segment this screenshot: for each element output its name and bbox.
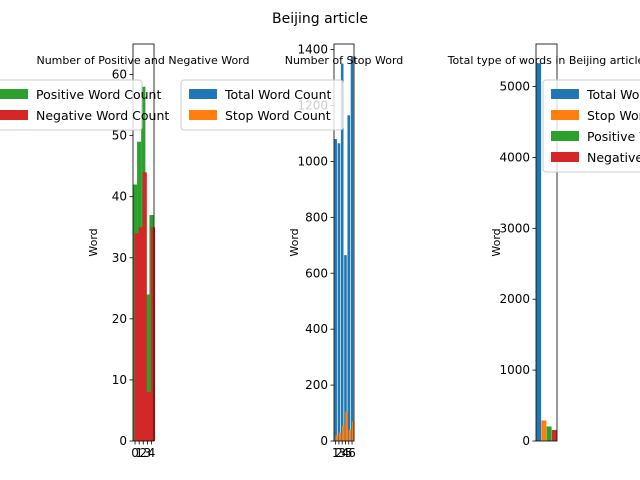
legend-swatch xyxy=(0,110,28,120)
bar xyxy=(138,227,143,441)
y-tick-label: 1000 xyxy=(297,154,328,168)
bar xyxy=(345,411,348,441)
axes-frame xyxy=(333,43,355,442)
y-tick-label: 1400 xyxy=(297,43,328,57)
x-tick-label: 5 xyxy=(345,446,353,460)
y-tick-label: 50 xyxy=(112,129,127,143)
y-tick-label: 0 xyxy=(522,434,530,448)
bar xyxy=(134,233,139,441)
legend-swatch xyxy=(551,152,579,162)
bar xyxy=(551,430,557,441)
y-axis-label: Word xyxy=(288,228,301,256)
x-tick-label: 4 xyxy=(148,446,156,460)
y-tick-label: 0 xyxy=(320,434,328,448)
bar xyxy=(536,63,542,441)
y-tick-label: 3000 xyxy=(499,221,530,235)
x-tick-label: 3 xyxy=(144,446,152,460)
y-tick-label: 200 xyxy=(305,378,328,392)
y-tick-label: 40 xyxy=(112,190,127,204)
bar xyxy=(337,143,341,441)
bar xyxy=(146,392,151,441)
y-axis-label: Word xyxy=(87,228,100,256)
legend-label: Stop Word Count xyxy=(225,108,331,123)
x-tick-label: 3 xyxy=(338,446,346,460)
chart-title: Number of Positive and Negative Word xyxy=(36,54,249,67)
bar xyxy=(347,115,351,441)
bar xyxy=(350,56,354,441)
bar xyxy=(342,425,345,441)
x-tick-label: 1 xyxy=(332,446,340,460)
bar xyxy=(150,227,156,441)
y-tick-label: 10 xyxy=(112,373,127,387)
y-tick-label: 4000 xyxy=(499,150,530,164)
y-tick-label: 60 xyxy=(112,68,127,82)
chart-title: Number of Stop Word xyxy=(285,54,404,67)
legend-swatch xyxy=(0,89,28,99)
y-tick-label: 0 xyxy=(119,434,127,448)
y-tick-label: 20 xyxy=(112,312,127,326)
bar xyxy=(344,255,347,441)
bar xyxy=(338,432,342,441)
legend-label: Positive Word Count xyxy=(587,129,640,144)
y-tick-label: 800 xyxy=(305,210,328,224)
y-tick-label: 2000 xyxy=(499,292,530,306)
bar xyxy=(351,421,355,441)
chart-title: Total type of words in Beijing article xyxy=(447,54,640,67)
legend-label: Total Word Count xyxy=(586,87,640,102)
legend-swatch xyxy=(551,131,579,141)
bar xyxy=(340,63,344,441)
bar xyxy=(546,426,552,441)
x-tick-label: 0 xyxy=(131,446,139,460)
bar xyxy=(335,435,339,441)
legend-swatch xyxy=(551,110,579,120)
legend-label: Stop Word Count xyxy=(587,108,640,123)
bar xyxy=(348,429,352,441)
chart-panel-2: 0200400600800100012001400123456Number of… xyxy=(180,43,404,460)
legend-box xyxy=(180,79,344,131)
figure-title: Beijing article xyxy=(272,11,368,27)
chart-panel-3: 0 1000 2000 3000 4000 5000 Total type of words… xyxy=(447,43,640,448)
x-tick-label: 2 xyxy=(335,446,343,460)
legend-swatch xyxy=(189,110,217,120)
bar xyxy=(142,172,147,441)
legend-label: Total Word Count xyxy=(224,87,331,102)
bar xyxy=(334,139,337,441)
axes-frame xyxy=(535,43,558,442)
x-tick-label: 1 xyxy=(135,446,143,460)
legend-box xyxy=(0,79,143,131)
legend-swatch xyxy=(551,89,579,99)
y-tick-label: 30 xyxy=(112,251,127,265)
y-tick-label: 600 xyxy=(305,266,328,280)
bar xyxy=(541,420,547,441)
bar xyxy=(145,294,150,441)
x-tick-label: 2 xyxy=(139,446,147,460)
x-tick-label: 4 xyxy=(342,446,350,460)
legend-box xyxy=(542,79,640,173)
legend-label: Negative Word Count xyxy=(587,150,640,165)
legend-swatch xyxy=(189,89,217,99)
y-tick-label: 5000 xyxy=(499,80,530,94)
y-tick-label: 400 xyxy=(305,322,328,336)
legend-label: Positive Word Count xyxy=(36,87,161,102)
legend-label: Negative Word Count xyxy=(36,108,169,123)
y-tick-label: 1000 xyxy=(499,363,530,377)
x-tick-label: 6 xyxy=(348,446,356,460)
y-axis-label: Word xyxy=(490,228,503,256)
